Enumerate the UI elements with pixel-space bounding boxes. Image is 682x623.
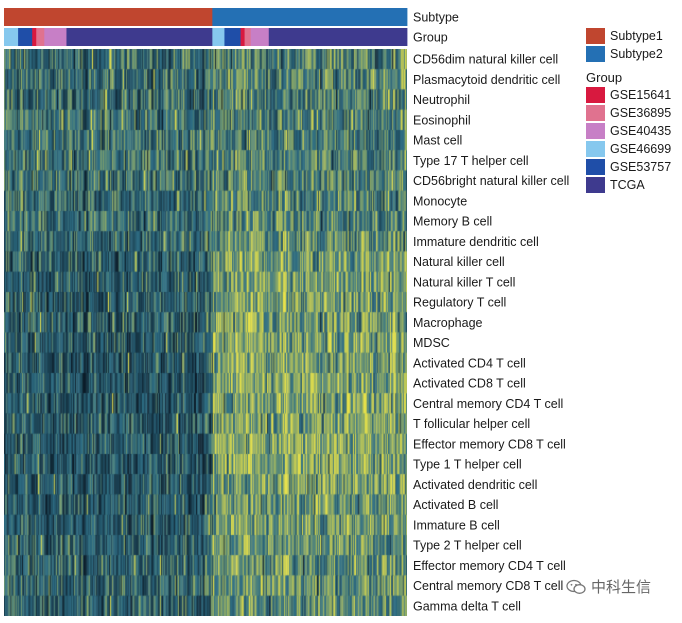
legend-label: Subtype1	[610, 29, 663, 43]
legend-label: GSE46699	[610, 142, 671, 156]
legend-label: Subtype2	[610, 47, 663, 61]
row-label: Activated CD8 T cell	[413, 377, 526, 391]
row-label: Activated B cell	[413, 498, 498, 512]
track-group-segment	[268, 28, 408, 46]
row-label: Monocyte	[413, 194, 467, 208]
row-label: MDSC	[413, 336, 450, 350]
legend-swatch	[586, 28, 605, 44]
row-labels: CD56dim natural killer cell Plasmacytoid …	[413, 53, 569, 614]
row-label: Central memory CD8 T cell	[413, 579, 563, 593]
annotation-tracks	[4, 8, 408, 46]
legend-swatch	[586, 46, 605, 62]
legend-swatch	[586, 159, 605, 175]
legend-title: Group	[586, 70, 622, 85]
watermark: 中科生信	[566, 576, 651, 597]
row-label: Neutrophil	[413, 93, 470, 107]
row-label: Plasmacytoid dendritic cell	[413, 73, 560, 87]
row-label: Mast cell	[413, 134, 462, 148]
row-label: Memory B cell	[413, 215, 492, 229]
track-group-segment	[44, 28, 67, 46]
row-label: CD56dim natural killer cell	[413, 53, 558, 67]
row-label: Effector memory CD8 T cell	[413, 437, 566, 451]
watermark-text: 中科生信	[591, 578, 652, 596]
legend-swatch	[586, 123, 605, 139]
annotation-track-labels: Subtype Group	[413, 11, 459, 45]
track-group-segment	[224, 28, 241, 46]
track-group-segment	[4, 28, 19, 46]
row-label: Central memory CD4 T cell	[413, 397, 563, 411]
track-group-segment	[240, 28, 245, 46]
row-label: Type 17 T helper cell	[413, 154, 529, 168]
row-label: Type 2 T helper cell	[413, 539, 522, 553]
legend-label: TCGA	[610, 178, 645, 192]
row-label: Immature dendritic cell	[413, 235, 539, 249]
row-label: Immature B cell	[413, 518, 500, 532]
legend-label: GSE36895	[610, 106, 671, 120]
legend-swatch	[586, 141, 605, 157]
row-label: T follicular helper cell	[413, 417, 530, 431]
heatmap-matrix	[4, 49, 407, 616]
row-label: Effector memory CD4 T cell	[413, 559, 566, 573]
track-group-segment	[18, 28, 33, 46]
row-label: Activated dendritic cell	[413, 478, 537, 492]
legend-label: GSE53757	[610, 160, 671, 174]
row-label: Activated CD4 T cell	[413, 356, 526, 370]
row-label: Natural killer cell	[413, 255, 505, 269]
row-label: Regulatory T cell	[413, 296, 506, 310]
track-group-segment	[244, 28, 252, 46]
row-label: CD56bright natural killer cell	[413, 174, 569, 188]
track-group-segment	[66, 28, 213, 46]
track-group-segment	[36, 28, 45, 46]
track-group-segment	[212, 28, 225, 46]
legend-label: GSE15641	[610, 88, 671, 102]
track-group-segment	[32, 28, 37, 46]
track-label: Group	[413, 31, 448, 45]
row-label: Gamma delta T cell	[413, 599, 521, 613]
track-subtype-segment	[212, 8, 408, 26]
wechat-icon	[566, 579, 586, 594]
track-label: Subtype	[413, 11, 459, 25]
legend-swatch	[586, 177, 605, 193]
heatmap-cells	[4, 49, 407, 616]
legend: Subtype1 Subtype2 Group GSE15641 GSE36895 GSE…	[586, 28, 671, 193]
track-group-segment	[250, 28, 270, 46]
legend-swatch	[586, 87, 605, 103]
row-label: Macrophage	[413, 316, 483, 330]
row-label: Eosinophil	[413, 113, 471, 127]
legend-label: GSE40435	[610, 124, 671, 138]
legend-swatch	[586, 105, 605, 121]
row-label: Natural killer T cell	[413, 275, 515, 289]
row-label: Type 1 T helper cell	[413, 458, 522, 472]
track-subtype-segment	[4, 8, 213, 26]
